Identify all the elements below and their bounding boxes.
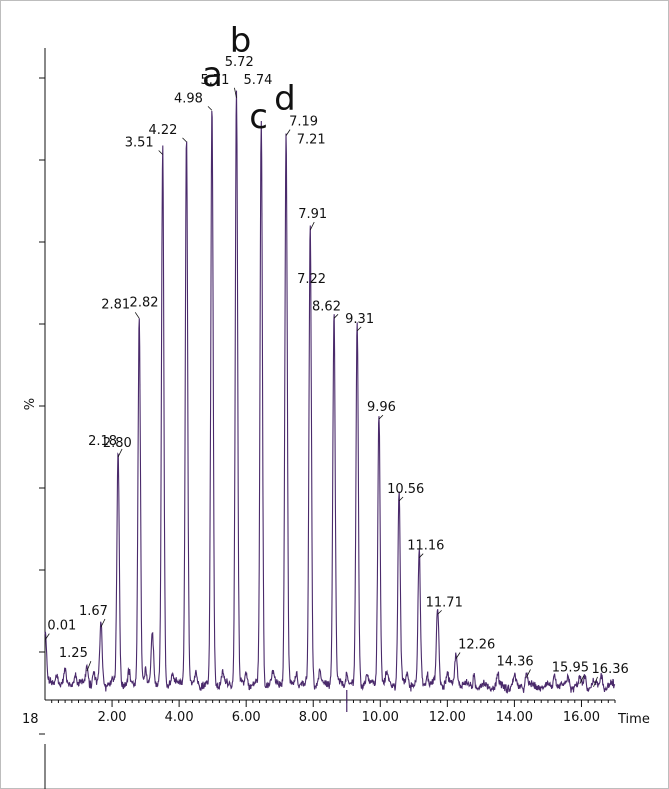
extra-peak-label: 2.82 bbox=[130, 295, 159, 310]
peak-label-leader bbox=[579, 675, 585, 684]
peak-label-leader bbox=[333, 314, 339, 319]
extra-peak-label: 5.74 bbox=[243, 73, 272, 88]
peak-label: 3.51 bbox=[125, 136, 154, 151]
peak-label-leader bbox=[134, 312, 140, 319]
peak-label-leader bbox=[526, 669, 531, 678]
peak-label-leader bbox=[593, 676, 598, 687]
peak-label-leader bbox=[309, 221, 315, 231]
peak-label: 7.91 bbox=[298, 207, 327, 222]
peak-label: 4.22 bbox=[148, 123, 177, 138]
peak-label-leader bbox=[356, 326, 362, 332]
peak-label: 5.71 bbox=[200, 73, 229, 88]
peak-label-leader bbox=[86, 660, 92, 672]
y-origin-label: 18 bbox=[22, 712, 39, 727]
peak-label-leader bbox=[182, 137, 187, 143]
x-tick-label: 4.00 bbox=[165, 710, 194, 725]
peak-label: 16.36 bbox=[592, 662, 629, 677]
extra-peak-label: 5.72 bbox=[225, 55, 254, 70]
peak-label-leader bbox=[207, 106, 213, 111]
peak-label: 1.25 bbox=[59, 646, 88, 661]
x-tick-label: 2.00 bbox=[98, 710, 127, 725]
x-tick-label: 16.00 bbox=[563, 710, 600, 725]
peak-label-leader bbox=[455, 652, 461, 659]
peak-label: 11.16 bbox=[407, 539, 444, 554]
peak-label-leader bbox=[378, 414, 384, 420]
peak-label: 2.18 bbox=[88, 434, 117, 449]
peak-letter: c bbox=[249, 97, 268, 137]
peak-label-leader bbox=[437, 610, 442, 615]
peak-label: 1.67 bbox=[79, 604, 108, 619]
peak-label: 7.19 bbox=[289, 115, 318, 130]
peak-label-leader bbox=[418, 553, 424, 558]
peak-label: 9.96 bbox=[367, 400, 396, 415]
plot-area bbox=[44, 90, 616, 712]
peak-label: 11.71 bbox=[426, 595, 463, 610]
chromatogram-trace bbox=[44, 90, 616, 694]
peak-label: 15.95 bbox=[552, 661, 589, 676]
peak-label: 14.36 bbox=[496, 654, 533, 669]
x-tick-label: 8.00 bbox=[299, 710, 328, 725]
peak-letter: b bbox=[230, 21, 252, 61]
labels: 0.01 1.25 1.67 2.18 2.81 3.514.22 4.98 5.71 7.19… bbox=[45, 21, 629, 687]
peak-label-leader bbox=[45, 633, 50, 640]
peak-label: 10.56 bbox=[387, 482, 424, 497]
extra-peak-label: 2.80 bbox=[103, 436, 132, 451]
peak-label: 8.62 bbox=[312, 299, 341, 314]
axes: 2.00 4.00 6.00 8.00 10.00 12.00 14.00 16.00 bbox=[39, 48, 616, 789]
peak-label-leader bbox=[234, 87, 237, 98]
peak-label-leader bbox=[158, 150, 163, 155]
x-axis-label: Time bbox=[617, 712, 650, 727]
peak-label: 9.31 bbox=[345, 312, 374, 327]
peak-label-leader bbox=[100, 618, 106, 628]
peak-label: 12.26 bbox=[458, 638, 495, 653]
peak-letter: d bbox=[274, 79, 296, 119]
x-tick-label: 6.00 bbox=[232, 710, 261, 725]
peak-label-leader bbox=[117, 448, 123, 458]
peak-label-leader bbox=[285, 129, 291, 136]
x-tick-label: 14.00 bbox=[496, 710, 533, 725]
extra-peak-label: 7.21 bbox=[297, 133, 326, 148]
peak-label: 4.98 bbox=[174, 91, 203, 106]
x-tick-label: 12.00 bbox=[429, 710, 466, 725]
y-axis-label: % bbox=[23, 398, 38, 410]
peak-label-leader bbox=[398, 496, 404, 502]
x-tick-label: 10.00 bbox=[362, 710, 399, 725]
peak-label: 0.01 bbox=[47, 619, 76, 634]
extra-peak-label: 7.22 bbox=[297, 272, 326, 287]
peak-letter: a bbox=[202, 55, 223, 95]
peak-label: 2.81 bbox=[101, 297, 130, 312]
